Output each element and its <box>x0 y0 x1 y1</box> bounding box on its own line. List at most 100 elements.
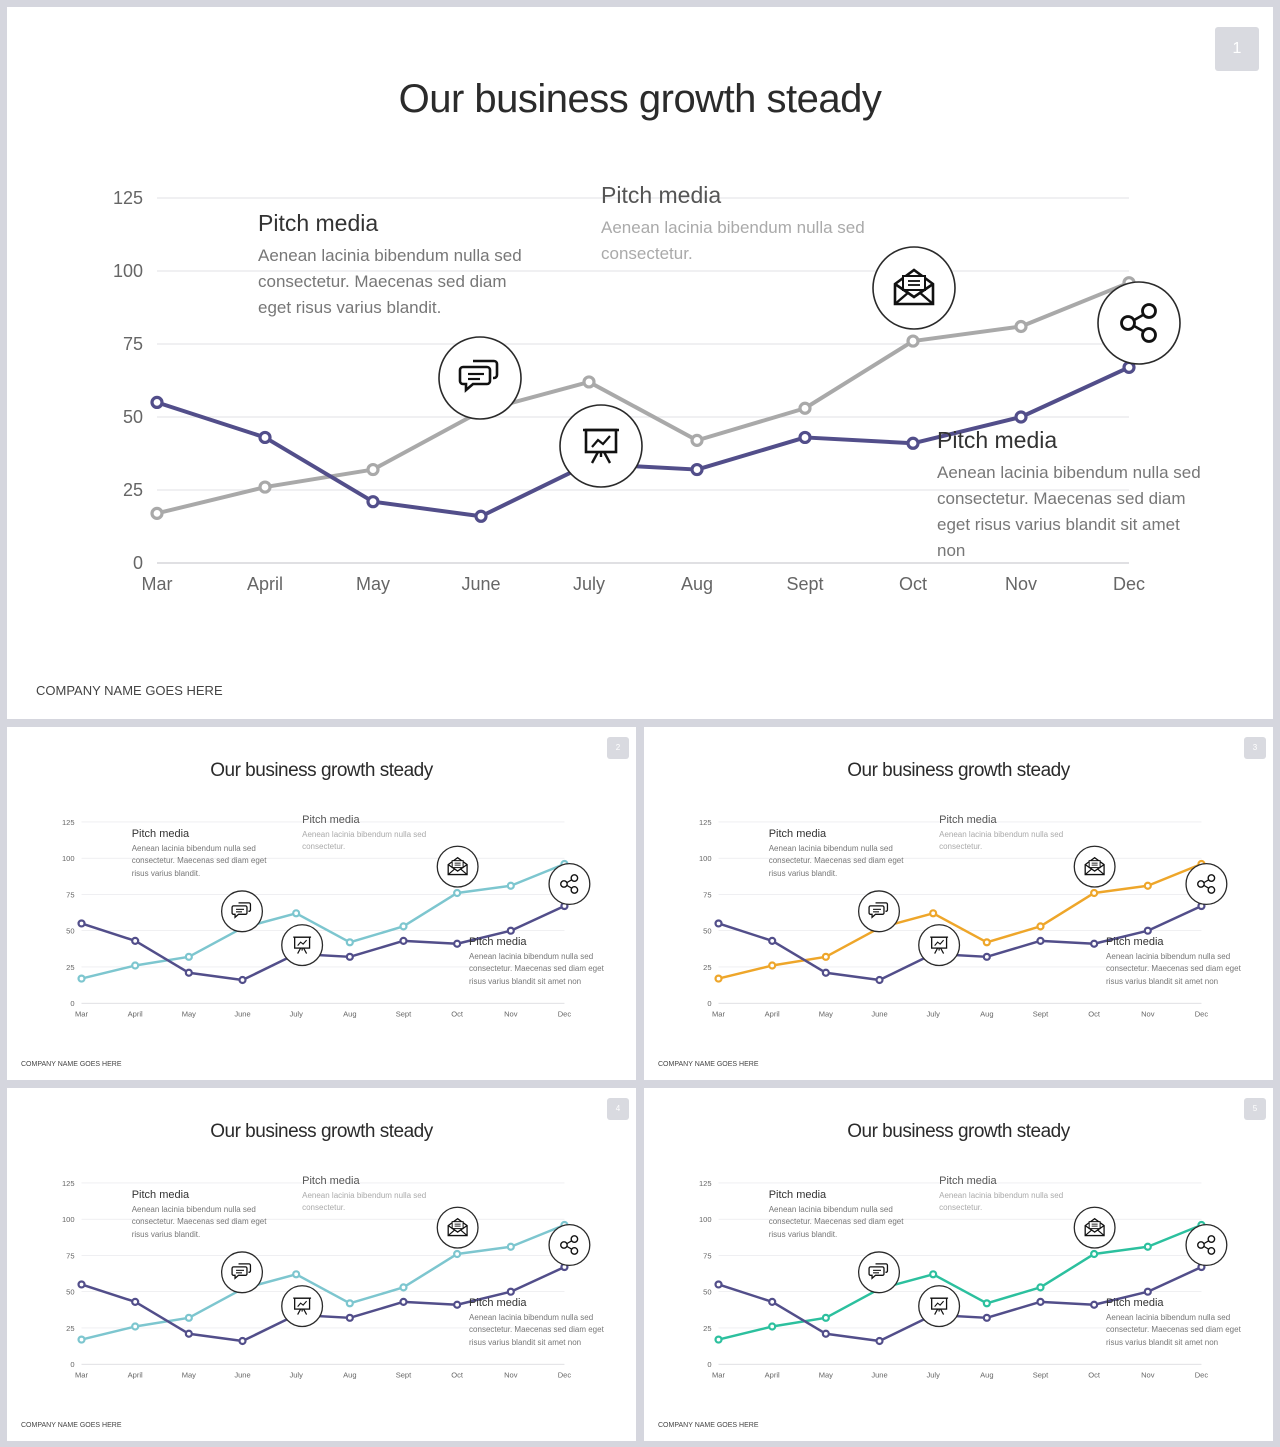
slide-title: Our business growth steady <box>847 1121 1070 1142</box>
callout-body: Aenean lacinia bibendum nulla sed consec… <box>469 951 604 986</box>
callout-body: Aenean lacinia bibendum nulla sed consec… <box>258 246 522 317</box>
slide-thumbnail-2[interactable]: 0 25 50 75 100 125 Mar April May June July Aug Sept O… <box>7 727 636 1080</box>
x-tick-label: Sept <box>1033 1010 1049 1019</box>
x-tick-label: Oct <box>451 1371 464 1380</box>
data-point <box>906 436 920 450</box>
series-line <box>718 862 1202 980</box>
data-point <box>184 968 193 977</box>
series-line <box>718 904 1202 982</box>
y-tick-label: 25 <box>703 963 711 972</box>
x-tick-label: June <box>234 1010 250 1019</box>
x-tick-label: Dec <box>1113 574 1145 594</box>
x-tick-label: June <box>234 1371 250 1380</box>
line-chart: 0 25 50 75 100 125 Mar April May June July Aug Sept O… <box>62 818 591 1019</box>
slide-number: 2 <box>607 737 629 759</box>
data-point <box>982 938 991 947</box>
x-tick-label: Oct <box>899 574 927 594</box>
slide-title: Our business growth steady <box>398 77 882 121</box>
data-point <box>714 1335 723 1344</box>
data-point <box>131 1322 140 1331</box>
x-tick-label: Dec <box>1195 1010 1209 1019</box>
x-tick-label: July <box>926 1010 940 1019</box>
x-tick-label: Nov <box>1141 1010 1155 1019</box>
y-tick-label: 50 <box>66 927 74 936</box>
company-name: COMPANY NAME GOES HERE <box>21 1061 122 1068</box>
y-tick-label: 75 <box>66 890 74 899</box>
data-point <box>131 1297 140 1306</box>
callout-pitch-media: Pitch media Aenean lacinia bibendum nulla… <box>939 1175 1076 1215</box>
callout-body: Aenean lacinia bibendum nulla sed consec… <box>469 1312 604 1347</box>
x-tick-label: May <box>819 1010 833 1019</box>
data-point <box>821 1329 830 1338</box>
data-point <box>474 509 488 523</box>
data-point <box>821 952 830 961</box>
callout-body: Aenean lacinia bibendum nulla sed consec… <box>131 1204 267 1239</box>
line-chart: 0 25 50 75 100 125 Mar April May June July Aug Sept O… <box>62 1179 591 1380</box>
series-line <box>81 904 565 982</box>
data-point <box>821 968 830 977</box>
callout-pitch-media: Pitch media Aenean lacinia bibendum nulla… <box>469 936 606 989</box>
y-tick-label: 0 <box>707 999 711 1008</box>
data-point <box>292 1270 301 1279</box>
slide-thumbnail-4[interactable]: 0 25 50 75 100 125 Mar April May June July Aug Sept O… <box>7 1088 636 1441</box>
series-primary <box>77 901 569 985</box>
y-tick-label: 100 <box>699 1215 712 1224</box>
y-tick-label: 100 <box>62 1215 75 1224</box>
y-tick-label: 0 <box>70 1360 74 1369</box>
data-point <box>131 961 140 970</box>
callout-title: Pitch media <box>768 1188 827 1201</box>
callout-pitch-media: Pitch media Aenean lacinia bibendum nulla… <box>1106 1297 1243 1350</box>
data-point <box>77 919 86 928</box>
data-point <box>798 430 812 445</box>
company-name: COMPANY NAME GOES HERE <box>658 1061 759 1068</box>
callout-pitch-media: Pitch media Aenean lacinia bibendum nulla… <box>601 182 876 267</box>
data-point <box>150 506 164 520</box>
data-point <box>399 1283 408 1292</box>
x-tick-label: April <box>128 1371 143 1380</box>
data-point <box>982 1313 991 1322</box>
data-point <box>366 495 380 509</box>
slide-number: 4 <box>607 1098 629 1120</box>
data-point <box>453 939 462 948</box>
slide-thumbnail-3[interactable]: 0 25 50 75 100 125 Mar April May June July Aug Sept O… <box>644 727 1273 1080</box>
slide-thumbnail-5[interactable]: 0 25 50 75 100 125 Mar April May June July Aug Sept O… <box>644 1088 1273 1441</box>
callout-title: Pitch media <box>939 1174 997 1187</box>
x-tick-label: Mar <box>712 1371 725 1380</box>
data-point <box>714 974 723 983</box>
callout-pitch-media: Pitch media Aenean lacinia bibendum nulla… <box>769 1189 906 1242</box>
data-point <box>366 462 380 477</box>
callout-title: Pitch media <box>469 935 527 948</box>
y-tick-label: 50 <box>123 407 143 427</box>
data-point <box>714 919 723 928</box>
data-point <box>768 1322 777 1331</box>
x-tick-label: June <box>871 1371 887 1380</box>
data-point <box>1143 1287 1152 1296</box>
data-point <box>1143 1242 1152 1251</box>
data-point <box>506 1287 515 1296</box>
y-tick-label: 75 <box>66 1251 74 1260</box>
x-tick-label: Dec <box>1195 1371 1209 1380</box>
data-point <box>77 1335 86 1344</box>
x-tick-label: Oct <box>1088 1010 1101 1019</box>
x-tick-label: June <box>871 1010 887 1019</box>
data-point <box>1036 936 1045 945</box>
callout-title: Pitch media <box>939 813 997 826</box>
x-tick-label: Nov <box>1141 1371 1155 1380</box>
data-point <box>77 1280 86 1289</box>
x-tick-label: April <box>765 1010 780 1019</box>
callout-pitch-media: Pitch media Aenean lacinia bibendum nulla… <box>132 1189 269 1242</box>
series-secondary <box>150 276 1136 520</box>
y-tick-label: 50 <box>66 1288 74 1297</box>
data-point <box>345 1313 354 1322</box>
x-tick-label: Aug <box>343 1010 356 1019</box>
x-tick-label: June <box>461 574 500 594</box>
data-point <box>453 1249 462 1259</box>
callout-pitch-media: Pitch media Aenean lacinia bibendum nulla… <box>1106 936 1243 989</box>
y-tick-label: 100 <box>62 854 75 863</box>
data-point <box>690 462 704 477</box>
data-point <box>982 1299 991 1308</box>
callout-body: Aenean lacinia bibendum nulla sed consec… <box>131 843 267 878</box>
y-tick-label: 0 <box>133 553 143 573</box>
data-point <box>238 975 247 985</box>
x-tick-label: Nov <box>504 1010 518 1019</box>
